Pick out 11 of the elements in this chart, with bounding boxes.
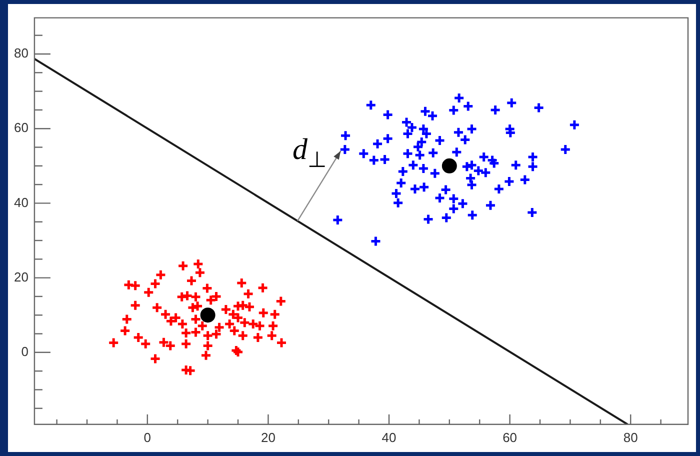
annotation: d⊥ — [292, 132, 327, 173]
x-tick-label: 80 — [623, 430, 638, 445]
x-tick-label: 20 — [260, 430, 276, 445]
x-tick-label: 60 — [502, 430, 518, 445]
y-tick-label: 40 — [14, 194, 28, 210]
x-tick-label: 0 — [144, 430, 152, 445]
y-tick-label: 20 — [14, 269, 28, 284]
y-tick-label: 60 — [14, 120, 28, 136]
y-tick-label: 0 — [21, 344, 28, 359]
y-tick-label: 80 — [14, 46, 28, 61]
x-tick-label: 40 — [382, 430, 396, 445]
